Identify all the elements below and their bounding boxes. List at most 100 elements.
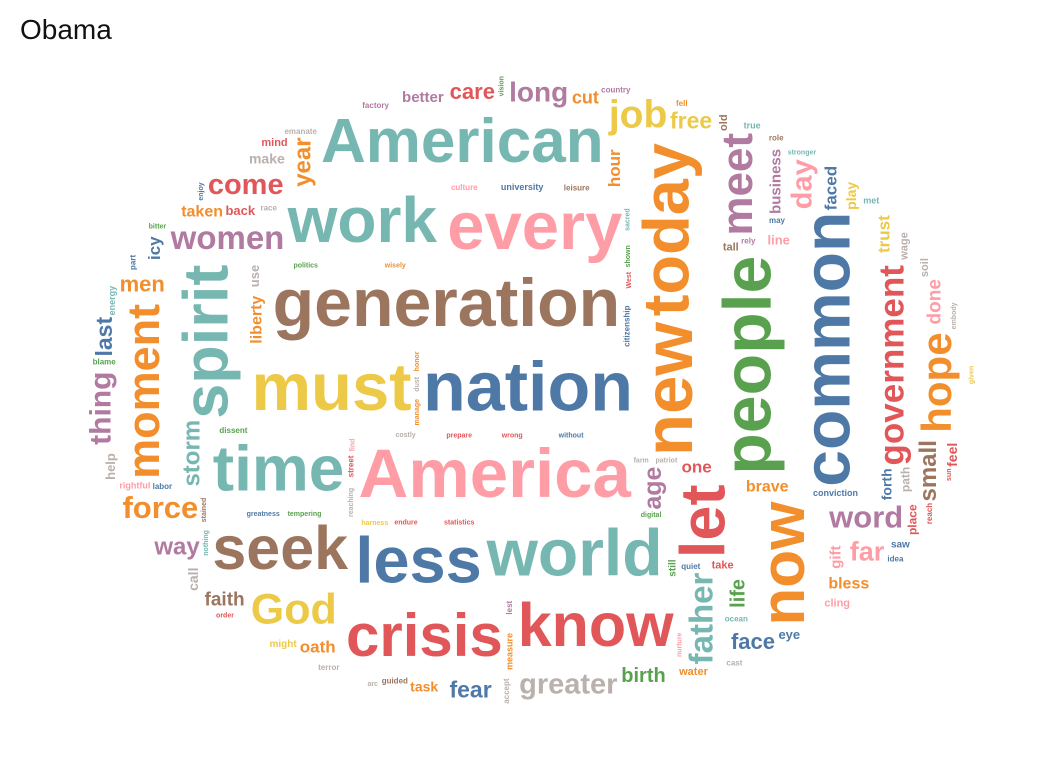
cloud-word: lest xyxy=(505,600,514,614)
cloud-word: liberty xyxy=(249,296,266,344)
cloud-word: factory xyxy=(362,101,389,110)
cloud-word: government xyxy=(873,265,912,466)
cloud-word: far xyxy=(850,537,885,567)
cloud-word: forth xyxy=(879,468,895,500)
cloud-word: common xyxy=(790,212,864,487)
cloud-word: generation xyxy=(273,265,621,341)
cloud-word: reach xyxy=(925,503,934,524)
cloud-word: without xyxy=(558,432,585,439)
cloud-word: call xyxy=(185,568,201,591)
cloud-word: line xyxy=(767,232,789,247)
cloud-word: make xyxy=(249,151,285,167)
cloud-word: seek xyxy=(212,514,348,582)
cloud-word: work xyxy=(287,184,438,256)
cloud-word: face xyxy=(731,629,775,654)
cloud-word: digital xyxy=(641,512,662,519)
cloud-word: nurture xyxy=(676,632,683,657)
cloud-word: day xyxy=(787,159,819,209)
cloud-word: rightful xyxy=(119,480,150,490)
cloud-word: saw xyxy=(891,539,910,550)
cloud-word: politics xyxy=(293,262,318,269)
cloud-word: task xyxy=(410,679,438,695)
cloud-word: hour xyxy=(605,149,624,187)
cloud-word: nothing xyxy=(203,530,210,556)
cloud-word: time xyxy=(213,433,345,505)
cloud-word: street xyxy=(347,455,356,477)
cloud-word: conviction xyxy=(813,488,858,498)
cloud-word: done xyxy=(924,279,945,324)
cloud-word: spirit xyxy=(171,265,241,419)
cloud-word: free xyxy=(670,108,712,134)
cloud-word: greater xyxy=(519,668,617,700)
cloud-word: age xyxy=(639,466,667,509)
cloud-word: now xyxy=(749,501,818,626)
cloud-word: back xyxy=(225,203,255,218)
cloud-word: hope xyxy=(913,332,960,432)
cloud-word: let xyxy=(668,485,738,559)
cloud-word: true xyxy=(744,121,761,131)
cloud-word: last xyxy=(91,317,117,357)
cloud-word: nation xyxy=(423,347,633,425)
cloud-word: know xyxy=(518,591,674,659)
cloud-word: feel xyxy=(944,443,960,467)
cloud-word: path xyxy=(898,467,912,492)
cloud-word: America xyxy=(359,435,632,512)
cloud-word: tall xyxy=(723,241,739,253)
cloud-word: arc xyxy=(367,681,378,688)
cloud-word: every xyxy=(447,189,622,264)
cloud-word: old xyxy=(718,114,730,131)
cloud-word: shown xyxy=(625,245,632,267)
cloud-word: icy xyxy=(145,236,164,260)
cloud-word: wisely xyxy=(384,262,406,269)
cloud-word: university xyxy=(501,182,544,192)
cloud-word: stronger xyxy=(788,150,817,157)
cloud-word: faith xyxy=(205,589,245,610)
cloud-word: rely xyxy=(741,237,756,246)
cloud-word: taken xyxy=(181,203,223,220)
cloud-word: word xyxy=(828,499,903,534)
cloud-word: ocean xyxy=(725,614,748,623)
cloud-word: met xyxy=(863,195,879,205)
cloud-word: eye xyxy=(778,627,800,642)
cloud-word: cut xyxy=(572,88,599,108)
cloud-word: manage xyxy=(414,399,421,426)
cloud-word: labor xyxy=(153,482,173,491)
cloud-word: care xyxy=(450,79,495,104)
cloud-word: mind xyxy=(261,137,287,149)
cloud-word: culture xyxy=(451,183,478,192)
cloud-word: play xyxy=(843,182,859,210)
cloud-word: role xyxy=(769,133,784,142)
cloud-word: soil xyxy=(919,258,931,277)
cloud-word: energy xyxy=(107,286,117,316)
cloud-word: job xyxy=(608,94,667,137)
cloud-word: brave xyxy=(746,478,789,495)
cloud-word: leisure xyxy=(564,183,590,192)
cloud-word: come xyxy=(208,169,284,201)
cloud-word: wage xyxy=(899,232,911,261)
cloud-word: less xyxy=(355,523,482,596)
cloud-word: life xyxy=(727,579,749,608)
cloud-word: water xyxy=(678,666,708,678)
cloud-word: father xyxy=(683,573,720,665)
cloud-word: moment xyxy=(118,304,169,479)
cloud-word: prepare xyxy=(446,433,472,440)
cloud-word: wrong xyxy=(501,432,523,439)
cloud-word: costly xyxy=(395,432,415,439)
cloud-word: guided xyxy=(382,677,408,686)
cloud-word: American xyxy=(321,107,604,176)
cloud-word: birth xyxy=(621,665,665,687)
cloud-word: given xyxy=(968,366,975,384)
cloud-word: cast xyxy=(726,658,742,667)
cloud-word: new xyxy=(630,322,707,457)
cloud-word: enjoy xyxy=(198,182,205,200)
cloud-word: honor xyxy=(414,351,421,371)
cloud-word: help xyxy=(103,453,118,480)
cloud-word: people xyxy=(710,256,786,475)
cloud-word: terror xyxy=(318,663,339,672)
cloud-word: women xyxy=(170,219,285,256)
cloud-word: West xyxy=(626,271,633,288)
cloud-word: trust xyxy=(874,215,893,253)
cloud-word: tempering xyxy=(288,511,322,518)
cloud-word: bless xyxy=(828,576,869,593)
